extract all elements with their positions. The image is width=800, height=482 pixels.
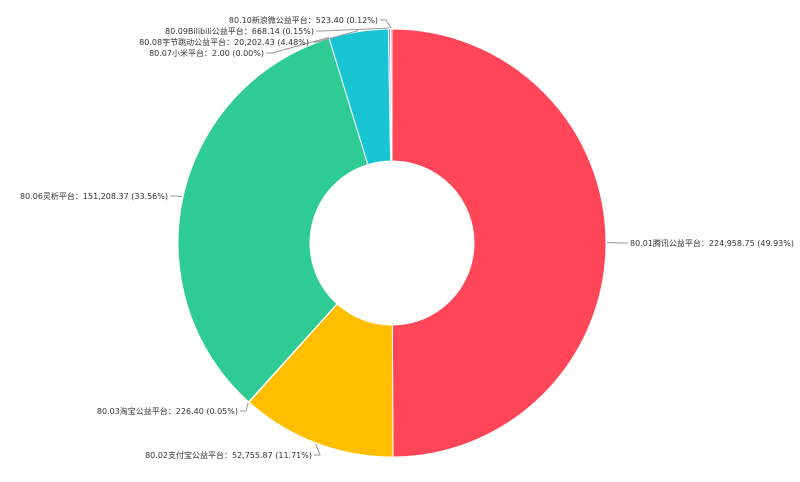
leader-line-1 [314,443,321,456]
data-label-1: 80.02支付宝公益平台：52,755.87 (11.71%) [145,450,312,460]
leader-line-5 [311,30,359,43]
data-label-5: 80.08字节跳动公益平台：20,202.43 (4.48%) [139,37,309,47]
data-label-0: 80.01腾讯公益平台：224,958.75 (49.93%) [630,238,794,248]
leader-line-4 [266,37,329,54]
leader-line-2 [240,402,249,412]
data-label-4: 80.07小米平台：2.00 (0.00%) [149,48,264,58]
data-label-7: 80.10新浪微公益平台：523.40 (0.12%) [229,15,378,25]
data-label-6: 80.09Bilibili公益平台：668.14 (0.15%) [165,26,314,36]
data-label-3: 80.06灵析平台：151,208.37 (33.56%) [20,191,168,201]
leader-line-7 [380,19,392,29]
slice-1[interactable] [248,303,394,458]
slice-7[interactable] [389,28,393,162]
slice-0[interactable] [391,28,607,458]
leader-line-6 [316,27,390,32]
slice-3[interactable] [177,37,369,403]
data-label-2: 80.03淘宝公益平台：226.40 (0.05%) [97,406,238,416]
